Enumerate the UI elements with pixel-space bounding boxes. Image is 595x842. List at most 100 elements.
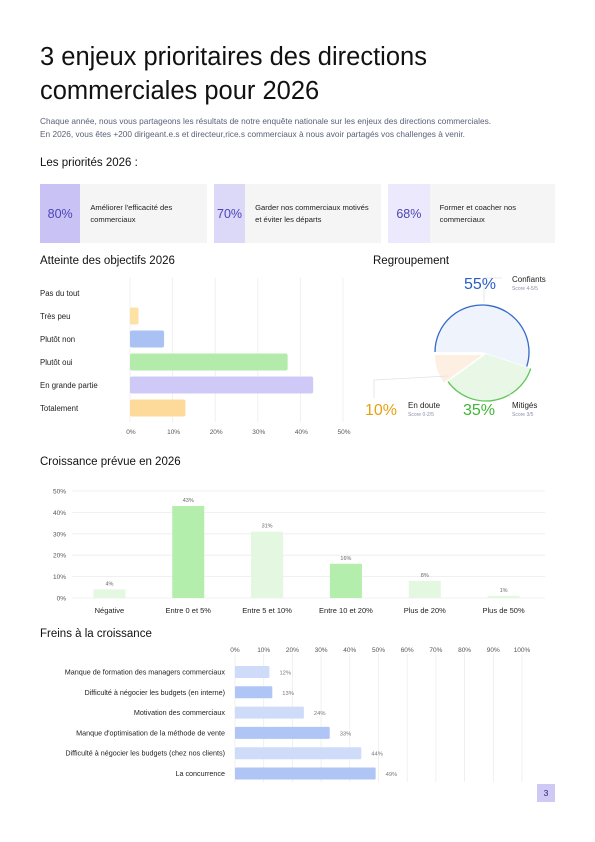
growth-bar (329, 563, 362, 598)
brakes-xtick: 100% (514, 647, 531, 654)
growth-bar (251, 531, 284, 598)
pie-score-label: Score 0-2/5 (408, 412, 434, 418)
brakes-heading: Freins à la croissance (40, 628, 152, 640)
brakes-chart: 0% 10% 20% 30% 40% 50% 60% 70% 80% 90% 100% Manque … (65, 647, 531, 782)
objectives-xtick: 40% (295, 429, 308, 436)
intro-text: Chaque année, nous vous partageons les r… (40, 115, 560, 141)
page-number: 3 (537, 784, 555, 802)
priority-card-3-text: Former et coacher nos commerciaux (439, 202, 517, 224)
priority-card-1-pct: 80% (40, 184, 81, 243)
priority-card-2-pct: 70% (214, 184, 246, 243)
brakes-data-label: 12% (279, 671, 291, 677)
pie-pct-label: 10% (365, 402, 397, 419)
pie-slice-confiants (435, 304, 529, 367)
objectives-xtick: 20% (210, 429, 223, 436)
brakes-bar (235, 706, 304, 719)
objectives-category-label: Très peu (40, 312, 70, 321)
growth-ytick: 10% (53, 574, 66, 581)
growth-bar (487, 595, 520, 598)
brakes-data-label: 49% (386, 772, 398, 778)
growth-ytick: 40% (53, 510, 66, 517)
objectives-category-label: Plutôt non (40, 335, 75, 344)
brakes-bar (235, 747, 362, 760)
pie-pct-label: 35% (463, 402, 495, 419)
brakes-xtick: 90% (487, 647, 500, 654)
brakes-data-label: 44% (371, 752, 383, 758)
brakes-category-label: Manque d'optimisation de la méthode de v… (76, 728, 225, 737)
growth-data-label: 43% (183, 498, 194, 504)
brakes-bar (235, 666, 270, 678)
objectives-xtick: 0% (126, 429, 136, 436)
growth-data-label: 4% (105, 581, 113, 587)
pie-category-label: Confiants (512, 275, 546, 284)
priorities-heading: Les priorités 2026 : (40, 157, 138, 169)
objectives-bar (130, 399, 186, 417)
brakes-category-label: La concurrence (175, 769, 225, 778)
brakes-data-label: 24% (314, 711, 326, 717)
growth-ytick: 20% (53, 553, 66, 560)
brakes-bar (235, 767, 376, 780)
brakes-category-label: Manque de formation des managers commerc… (65, 668, 226, 677)
brakes-xtick: 0% (230, 647, 240, 654)
grouping-heading: Regroupement (373, 255, 450, 267)
brakes-xtick: 20% (286, 647, 299, 654)
brakes-bar (235, 686, 273, 699)
brakes-data-label: 33% (340, 731, 352, 737)
pie-category-label: Mitigés (512, 401, 537, 410)
brakes-data-label: 13% (282, 691, 294, 697)
growth-category-label: Entre 0 et 5% (166, 606, 212, 615)
growth-data-label: 8% (421, 573, 429, 579)
growth-heading: Croissance prévue en 2026 (40, 456, 181, 468)
objectives-bar (130, 376, 314, 394)
pie-leader-line (483, 277, 502, 302)
page-title: 3 enjeux prioritaires des directions com… (40, 43, 427, 105)
brakes-xtick: 10% (257, 647, 270, 654)
priority-card-3: 68% Former et coacher nos commerciaux (388, 184, 555, 243)
priority-card-2-text: Garder nos commerciaux motivés et éviter… (255, 202, 369, 224)
brakes-xtick: 70% (429, 647, 442, 654)
growth-bar (93, 589, 126, 598)
pie-score-label: Score 3/5 (512, 412, 534, 418)
brakes-xtick: 60% (401, 647, 414, 654)
growth-ytick: 50% (53, 489, 66, 496)
brakes-xtick: 50% (372, 647, 385, 654)
growth-category-label: Plus de 50% (483, 606, 525, 615)
objectives-category-label: En grande partie (40, 381, 98, 390)
objectives-category-label: Totalement (40, 404, 79, 413)
pie-slice-mitigés (447, 354, 531, 401)
growth-data-label: 16% (340, 556, 351, 562)
pie-leader-line (373, 375, 449, 398)
brakes-xtick: 80% (458, 647, 471, 654)
objectives-chart: 0% 10% 20% 30% 40% 50% Pas du tout Très peu Plut… (40, 278, 351, 436)
grouping-pie-chart: 55% Confiants Score 4-5/5 10% En doute Score … (365, 275, 546, 419)
pie-slice-outline (447, 368, 532, 402)
objectives-xtick: 50% (337, 429, 350, 436)
intro-line-2: En 2026, vous êtes +200 dirigeant.e.s et… (40, 129, 465, 139)
brakes-xtick: 30% (315, 647, 328, 654)
pie-score-label: Score 4-5/5 (512, 286, 538, 292)
objectives-bar (130, 330, 165, 348)
growth-category-label: Entre 5 et 10% (242, 606, 292, 615)
brakes-category-label: Difficulté à négocier les budgets (chez … (65, 749, 225, 758)
growth-chart: 0% 10% 20% 30% 40% 50% 4% Négative 43% Entre 0 et… (53, 489, 545, 615)
objectives-xtick: 10% (167, 429, 180, 436)
priority-card-1-text: Améliorer l'efficacité des commerciaux (90, 202, 173, 224)
growth-bar (408, 580, 441, 598)
brakes-xtick: 40% (343, 647, 356, 654)
brakes-bar (235, 726, 330, 739)
intro-line-1: Chaque année, nous vous partageons les r… (40, 116, 492, 126)
objectives-bar (130, 353, 288, 371)
objectives-bar (130, 307, 139, 325)
growth-category-label: Négative (95, 606, 125, 615)
growth-ytick: 30% (53, 531, 66, 538)
objectives-heading: Atteinte des objectifs 2026 (40, 255, 175, 267)
growth-data-label: 1% (500, 588, 508, 594)
objectives-xtick: 30% (252, 429, 265, 436)
priority-card-1: 80% Améliorer l'efficacité des commercia… (40, 184, 207, 243)
growth-bar (172, 505, 205, 598)
pie-pct-label: 55% (464, 276, 496, 293)
priority-card-2: 70% Garder nos commerciaux motivés et év… (214, 184, 381, 243)
growth-category-label: Entre 10 et 20% (319, 606, 373, 615)
brakes-category-label: Difficulté à négocier les budgets (en in… (84, 688, 225, 697)
objectives-category-label: Pas du tout (40, 289, 80, 298)
